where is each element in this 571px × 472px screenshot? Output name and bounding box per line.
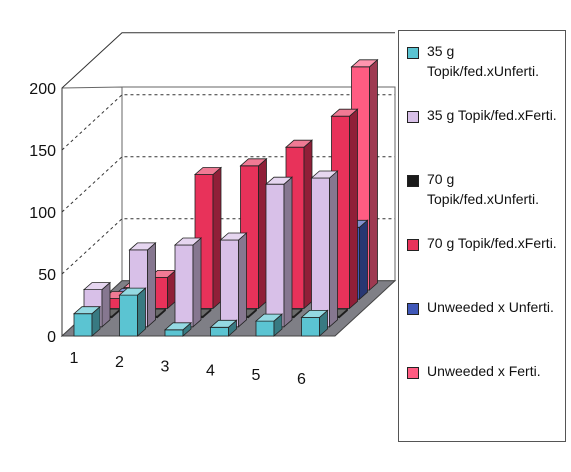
legend-item: Unweeded x Unferti. <box>407 297 567 317</box>
legend-swatch <box>407 175 419 187</box>
legend-item: Unweeded x Ferti. <box>407 361 567 381</box>
bar-top <box>300 309 329 318</box>
bar-top <box>118 287 147 296</box>
bar-top <box>330 108 359 117</box>
x-tick-label: 1 <box>70 350 79 367</box>
bar-side <box>369 58 378 291</box>
bar-side <box>359 219 368 301</box>
bar-side <box>192 237 202 328</box>
legend-label: 70 g Topik/fed.xUnferti. <box>427 171 540 207</box>
bar <box>210 326 229 337</box>
y-tick-label: 50 <box>38 267 56 284</box>
legend-label: Unweeded x Unferti. <box>427 299 554 315</box>
bar-side <box>147 242 156 328</box>
bar <box>311 177 330 328</box>
x-tick-label: 5 <box>252 367 261 384</box>
bar-side <box>258 157 267 310</box>
bar <box>255 320 275 337</box>
legend-swatch <box>407 367 419 379</box>
x-tick-label: 3 <box>161 358 170 375</box>
bar <box>164 329 184 337</box>
bar-side <box>238 232 247 328</box>
bar <box>174 244 194 328</box>
bar-top <box>350 59 379 68</box>
bar-side <box>137 287 146 337</box>
legend-swatch <box>407 303 419 315</box>
y-tick-label: 100 <box>29 205 56 222</box>
bar-side <box>101 281 111 328</box>
bar-side <box>349 108 358 310</box>
legend-item: 70 g Topik/fed.xUnferti. <box>407 169 567 209</box>
legend: 35 g Topik/fed.xUnferti. 35 g Topik/fed.x… <box>398 30 566 442</box>
legend-item: 70 g Topik/fed.xFerti. <box>407 233 567 253</box>
bar-side <box>212 166 222 310</box>
bar-top <box>82 282 112 291</box>
bar <box>220 239 239 328</box>
bar-top <box>219 232 248 241</box>
bar-top <box>209 319 238 328</box>
bar-top <box>193 167 223 175</box>
bar-top <box>310 170 339 179</box>
bar <box>73 313 93 337</box>
bar-top <box>72 306 102 315</box>
legend-item: 35 g Topik/fed.xUnferti. <box>407 41 567 81</box>
chart-plot: 0 50 100 150 200 1 2 3 4 5 6 <box>29 32 397 388</box>
bar-top <box>284 139 314 148</box>
gridline <box>61 32 395 89</box>
bar-top <box>264 176 294 185</box>
y-tick-label: 0 <box>47 329 56 346</box>
y-tick-label: 200 <box>29 81 56 98</box>
x-tick-label: 6 <box>297 371 306 388</box>
y-tick-label: 150 <box>29 143 56 160</box>
bar-top <box>239 158 268 167</box>
legend-swatch <box>407 47 419 59</box>
bar-top <box>128 242 157 251</box>
bar <box>119 294 138 337</box>
bar-side <box>283 176 293 328</box>
bar <box>265 183 285 328</box>
legend-item: 35 g Topik/fed.xFerti. <box>407 105 567 125</box>
x-tick-label: 2 <box>115 354 124 371</box>
bar-side <box>329 170 338 328</box>
legend-label: 35 g Topik/fed.xUnferti. <box>427 43 540 79</box>
legend-swatch <box>407 111 419 123</box>
bar-top <box>254 313 284 322</box>
bar <box>301 316 320 337</box>
legend-swatch <box>407 239 419 251</box>
legend-label: 70 g Topik/fed.xFerti. <box>427 235 557 251</box>
bar-top <box>173 237 203 246</box>
bar-top <box>163 322 193 331</box>
legend-label: 35 g Topik/fed.xFerti. <box>427 107 557 123</box>
bar-side <box>303 139 313 310</box>
x-tick-label: 4 <box>206 363 215 380</box>
legend-label: Unweeded x Ferti. <box>427 363 541 379</box>
